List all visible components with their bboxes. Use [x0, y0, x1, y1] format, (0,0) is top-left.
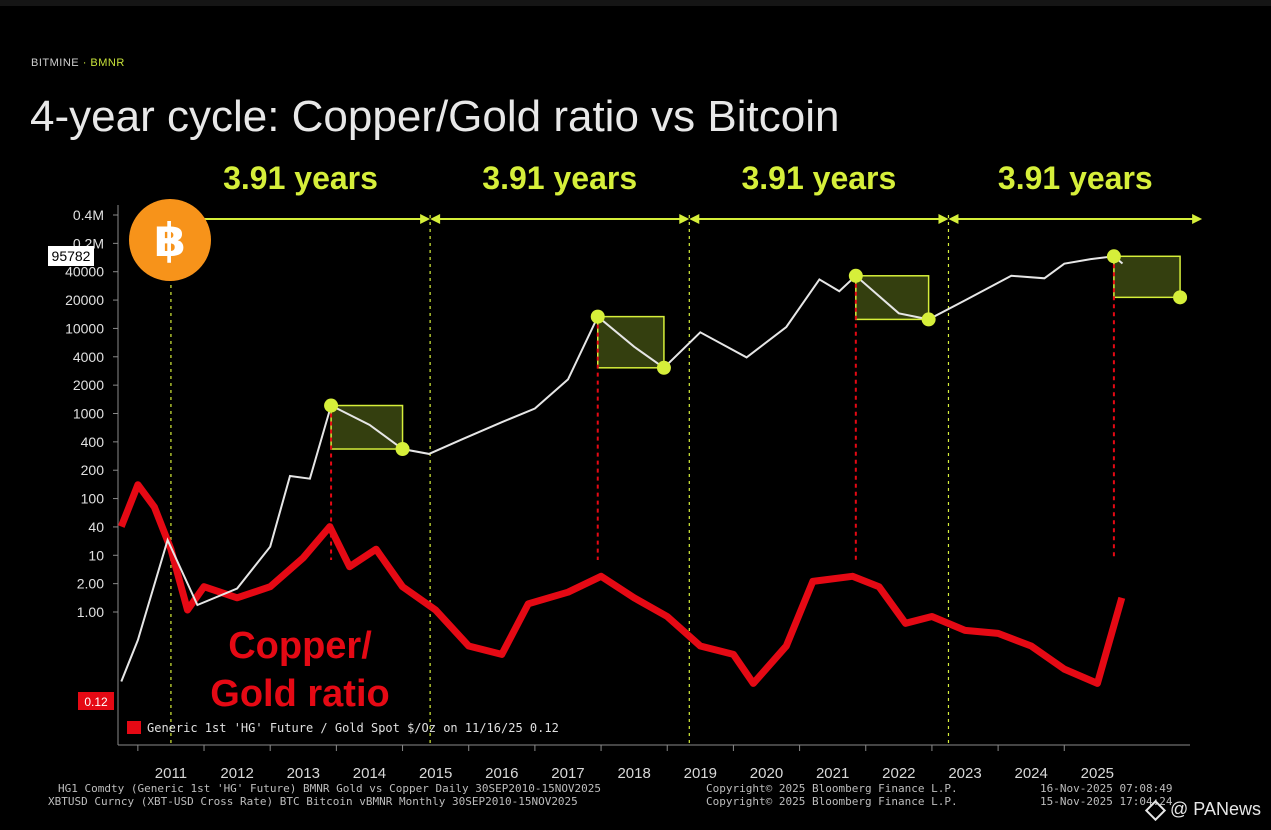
y-tick-label: 20000 — [65, 292, 104, 308]
y-tick-label: 40000 — [65, 264, 104, 280]
btc-trough-dot — [656, 360, 671, 375]
y-tick-label: 1000 — [73, 406, 104, 422]
footer-copyright-2: Copyright© 2025 Bloomberg Finance L.P. — [706, 795, 958, 808]
bitcoin-logo-glyph: ฿ — [154, 213, 186, 267]
btc-trough-dot — [921, 312, 936, 327]
footer-source-btc: XBTUSD Curncy (XBT-USD Cross Rate) BTC B… — [48, 795, 578, 808]
watermark: @ PANews — [1144, 799, 1261, 821]
btc-peak-dot — [324, 398, 339, 413]
cycle-arrow-head-left — [430, 214, 441, 224]
ratio-label-line2: Gold ratio — [210, 673, 389, 715]
x-tick-label: 2021 — [816, 765, 849, 782]
footer-date-2: 15-Nov-2025 17:04:24 — [1040, 795, 1173, 808]
y-tick-label: 200 — [81, 462, 105, 478]
bitcoin-price-line — [120, 255, 1124, 682]
y-tick-label: 100 — [81, 491, 105, 507]
current-ratio-value: 0.12 — [84, 695, 108, 709]
current-ratio-tag — [78, 692, 114, 710]
panews-logo-icon — [1144, 799, 1167, 821]
x-tick-label: 2019 — [684, 765, 717, 782]
video-frame-topbar — [0, 0, 1271, 6]
footer-date-1: 16-Nov-2025 07:08:49 — [1040, 782, 1173, 795]
cycle-duration-label: 3.91 years — [741, 160, 896, 196]
x-tick-label: 2023 — [948, 765, 981, 782]
cycle-arrow-head-right — [938, 214, 949, 224]
cycle-duration-label: 3.91 years — [482, 160, 637, 196]
btc-peak-dot — [848, 268, 863, 283]
y-tick-label: 0.4M — [73, 207, 104, 223]
page-title: 4-year cycle: Copper/Gold ratio vs Bitco… — [30, 92, 840, 141]
x-tick-label: 2016 — [485, 765, 518, 782]
y-tick-label: 4000 — [73, 349, 104, 365]
x-tick-label: 2013 — [287, 765, 320, 782]
cycle-duration-label: 3.91 years — [998, 160, 1153, 196]
x-tick-label: 2018 — [617, 765, 650, 782]
y-tick-label: 10000 — [65, 320, 104, 336]
y-tick-label: 10 — [88, 547, 104, 563]
btc-trough-dot — [1173, 290, 1188, 305]
drawdown-box — [330, 404, 404, 450]
x-tick-label: 2024 — [1014, 765, 1047, 782]
cycle-arrow-head-left — [689, 214, 700, 224]
brand-header: BITMINE · BMNR — [31, 57, 125, 69]
x-tick-label: 2022 — [882, 765, 915, 782]
x-tick-label: 2014 — [353, 765, 386, 782]
btc-peak-dot — [1106, 249, 1121, 264]
x-tick-label: 2025 — [1081, 765, 1114, 782]
brand-ticker: BMNR — [90, 57, 125, 69]
x-tick-label: 2012 — [220, 765, 253, 782]
brand-separator: · — [82, 57, 87, 69]
cycle-arrow-head-right — [679, 214, 690, 224]
footer-copyright-1: Copyright© 2025 Bloomberg Finance L.P. — [706, 782, 958, 795]
ratio-label-line1: Copper/ — [228, 625, 372, 667]
brand-name: BITMINE — [31, 57, 80, 69]
btc-trough-dot — [395, 442, 410, 457]
btc-peak-dot — [590, 309, 605, 324]
current-btc-tag — [48, 246, 94, 266]
cycle-arrow-head-right — [420, 214, 431, 224]
current-btc-value: 95782 — [52, 248, 91, 264]
x-tick-label: 2017 — [551, 765, 584, 782]
x-tick-label: 2011 — [155, 765, 187, 782]
drawdown-box — [855, 275, 930, 321]
cycle-arrow-head-right — [1192, 214, 1203, 224]
y-tick-label: 2000 — [73, 377, 104, 393]
legend-label: Generic 1st 'HG' Future / Gold Spot $/Oz… — [147, 721, 559, 735]
y-tick-label: 2.00 — [77, 576, 104, 592]
cycle-arrow-head-left — [948, 214, 959, 224]
y-tick-label: 400 — [81, 434, 105, 450]
y-tick-label: 1.00 — [77, 604, 104, 620]
watermark-text: @ PANews — [1170, 799, 1261, 819]
cycle-duration-label: 3.91 years — [223, 160, 378, 196]
footer-source-ratio: HG1 Comdty (Generic 1st 'HG' Future) BMN… — [58, 782, 602, 795]
legend-swatch — [127, 721, 141, 734]
bitcoin-logo-icon — [129, 199, 211, 281]
y-tick-label: 40 — [88, 519, 104, 535]
copper-gold-ratio-line — [118, 481, 1126, 687]
x-tick-label: 2015 — [419, 765, 452, 782]
x-tick-label: 2020 — [750, 765, 783, 782]
drawdown-box — [1113, 255, 1181, 299]
